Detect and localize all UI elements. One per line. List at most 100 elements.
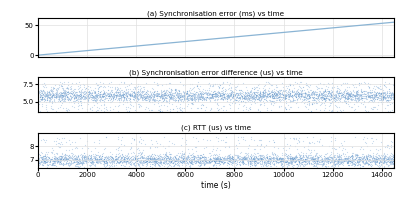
Point [373,95,379,98]
Point [57,157,64,160]
Point [220,98,226,101]
Point [286,160,293,163]
Point [140,160,147,164]
Point [158,162,164,165]
Point [156,154,163,157]
Point [185,94,192,97]
Point [236,163,243,166]
Point [307,96,313,99]
Point [134,94,141,98]
Point [200,92,206,96]
Point [168,160,174,163]
Point [219,92,226,95]
Point [270,138,277,141]
Point [336,157,343,160]
Point [101,160,108,163]
Point [328,155,334,158]
Point [100,95,106,98]
Point [309,92,316,95]
Point [160,155,166,158]
Point [86,153,92,156]
Point [223,159,229,162]
Point [292,99,298,102]
Point [113,159,120,162]
Point [342,156,348,159]
Point [44,90,50,93]
Point [195,93,202,96]
Point [163,98,170,101]
Point [185,92,191,95]
Point [380,96,387,99]
Point [104,94,111,97]
Point [335,96,342,99]
Point [388,94,394,97]
Point [216,161,222,164]
Point [192,154,198,157]
Point [44,152,50,156]
Point [72,94,78,97]
Point [357,98,364,101]
Point [293,157,300,160]
Point [59,93,66,97]
Point [343,96,349,100]
Point [176,160,183,163]
Point [388,93,394,96]
Point [112,87,118,91]
Point [349,160,355,163]
Point [168,91,174,94]
Point [351,163,358,166]
Point [144,99,150,102]
Point [372,96,378,99]
Point [196,98,202,101]
Point [61,83,68,86]
Point [327,161,334,164]
Point [181,91,187,94]
Point [326,160,333,163]
Point [309,92,316,96]
Point [353,93,360,96]
Point [342,93,348,96]
Point [97,158,103,161]
Point [246,91,252,94]
Point [93,160,99,164]
Point [54,159,60,163]
Point [335,164,341,167]
Point [347,93,354,96]
Point [123,92,129,95]
Point [269,96,276,99]
Point [206,157,213,160]
Point [234,157,240,160]
Point [187,106,194,109]
Point [108,93,115,96]
Point [373,93,380,96]
Point [92,92,98,95]
Point [307,93,313,96]
Point [158,92,165,95]
Point [309,102,315,106]
Point [150,95,156,98]
Point [74,105,81,108]
Point [106,94,112,97]
Point [109,156,115,159]
Point [172,88,178,91]
Point [166,97,173,100]
Point [98,97,104,101]
Point [327,98,334,101]
Point [41,155,48,158]
Point [368,96,375,100]
Point [169,95,175,99]
Point [126,158,132,162]
Point [274,93,280,96]
Point [92,146,98,150]
Point [198,92,204,95]
Point [60,98,67,102]
Point [72,96,79,99]
Point [201,162,207,165]
Point [217,158,224,161]
Point [216,162,223,165]
Point [263,92,270,96]
Point [323,164,330,168]
Point [173,96,180,99]
Point [354,156,360,159]
Point [49,94,56,97]
